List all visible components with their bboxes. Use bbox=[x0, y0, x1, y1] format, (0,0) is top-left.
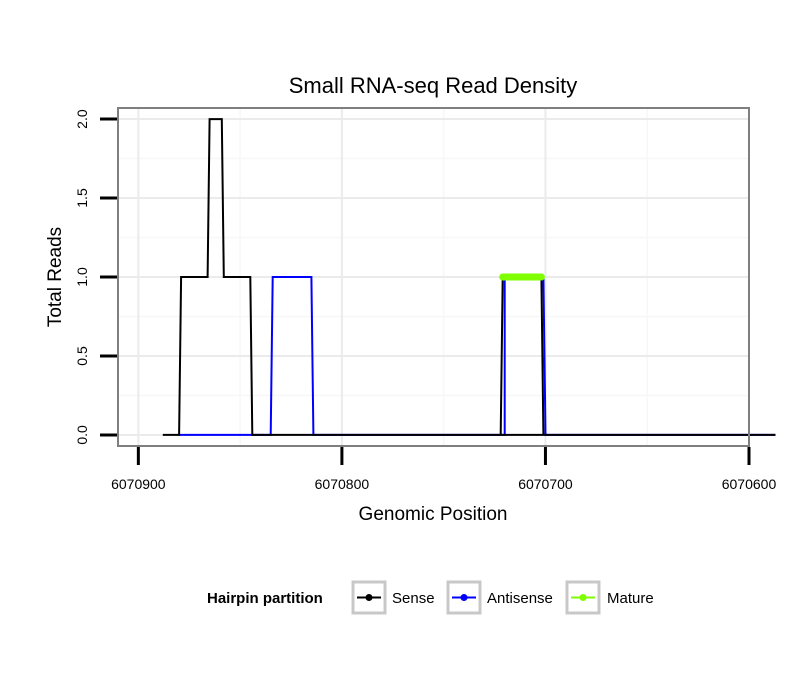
series-layer bbox=[162, 118, 776, 436]
y-axis-title: Total Reads bbox=[45, 227, 66, 327]
legend-dot-antisense bbox=[460, 594, 468, 601]
chart-title: Small RNA-seq Read Density bbox=[289, 73, 578, 98]
legend-label-antisense: Antisense bbox=[487, 590, 553, 607]
y-axis-ticks: 0.0 0.5 1.0 1.5 2.0 bbox=[74, 109, 117, 445]
legend-dot-mature bbox=[579, 594, 587, 601]
legend: Hairpin partition Sense Antisense Mature bbox=[207, 580, 654, 615]
x-tick-label: 6070600 bbox=[722, 476, 777, 492]
y-tick-label: 0.0 bbox=[74, 425, 90, 445]
x-tick-label: 6070900 bbox=[111, 476, 166, 492]
legend-dot-sense bbox=[365, 594, 373, 601]
legend-item-mature: Mature bbox=[565, 580, 654, 615]
x-axis-title: Genomic Position bbox=[359, 504, 508, 525]
y-tick-label: 2.0 bbox=[74, 109, 90, 129]
legend-label-sense: Sense bbox=[392, 590, 435, 607]
legend-label-mature: Mature bbox=[607, 590, 654, 607]
x-tick-label: 6070700 bbox=[518, 476, 573, 492]
y-tick-label: 0.5 bbox=[74, 346, 90, 366]
series-line-sense bbox=[162, 118, 776, 436]
x-tick-label: 6070800 bbox=[315, 476, 370, 492]
y-tick-label: 1.0 bbox=[74, 267, 90, 287]
legend-item-sense: Sense bbox=[351, 580, 435, 615]
plot-border bbox=[117, 107, 750, 447]
legend-title: Hairpin partition bbox=[207, 590, 323, 607]
y-tick-label: 1.5 bbox=[74, 188, 90, 208]
legend-item-antisense: Antisense bbox=[446, 580, 553, 615]
x-axis-ticks: 6070900 6070800 6070700 6070600 bbox=[111, 447, 776, 492]
